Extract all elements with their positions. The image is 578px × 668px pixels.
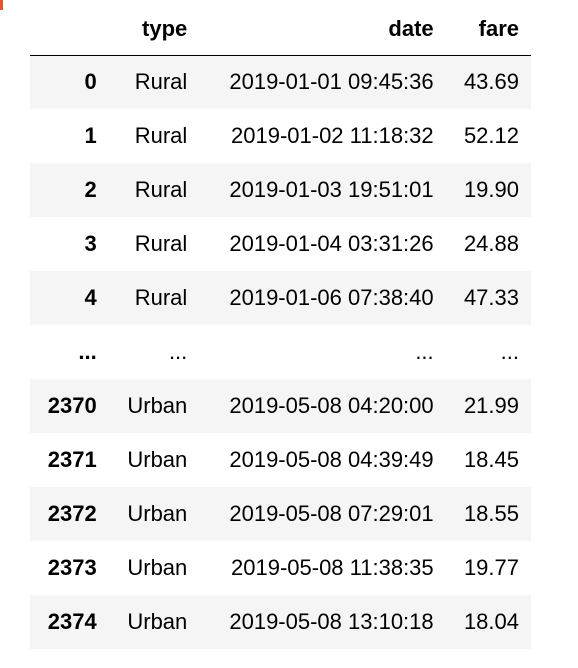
cell-date: 2019-05-08 07:29:01: [229, 501, 434, 526]
cell-type: Rural: [134, 231, 188, 256]
cell-date: 2019-01-02 11:18:32: [231, 123, 434, 148]
cell-fare: 18.55: [463, 501, 519, 526]
table-body: 0 Rural 2019-01-01 09:45:36 43.69 1 Rura…: [30, 55, 531, 649]
cell-fare: 21.99: [463, 393, 519, 418]
row-index: ...: [78, 339, 97, 364]
row-index: 2372: [47, 501, 97, 526]
header-index: [30, 4, 109, 56]
cell-type: Urban: [127, 609, 188, 634]
row-index: 2370: [47, 393, 97, 418]
cell-fare: 43.69: [463, 69, 519, 95]
cell-date: 2019-05-08 04:39:49: [229, 447, 434, 472]
cell-type: Rural: [134, 285, 188, 310]
table-row: 0 Rural 2019-01-01 09:45:36 43.69: [30, 55, 531, 109]
table-row: 2 Rural 2019-01-03 19:51:01 19.90: [30, 163, 531, 217]
cell-date: 2019-01-01 09:45:36: [229, 69, 434, 95]
table-row: 1 Rural 2019-01-02 11:18:32 52.12: [30, 109, 531, 163]
cell-date: ...: [415, 339, 434, 364]
cell-fare: ...: [500, 339, 519, 364]
cell-type: ...: [168, 339, 188, 364]
cell-type: Urban: [127, 555, 188, 580]
ellipsis-row: ... ... ... ...: [30, 325, 531, 379]
row-index: 2373: [47, 555, 97, 580]
header-type: type: [108, 4, 200, 56]
row-index: 2371: [47, 447, 97, 472]
table-row: 3 Rural 2019-01-04 03:31:26 24.88: [30, 217, 531, 271]
header-fare: fare: [445, 4, 531, 56]
cell-fare: 18.45: [463, 447, 519, 472]
header-date: date: [199, 4, 446, 56]
cell-fare: 18.04: [463, 609, 519, 634]
header-row: type date fare: [30, 4, 531, 56]
table-row: 2370 Urban 2019-05-08 04:20:00 21.99: [30, 379, 531, 433]
row-index: 2374: [47, 609, 97, 634]
table-header: type date fare: [30, 4, 531, 56]
row-index: 2: [84, 177, 97, 202]
cell-fare: 19.90: [463, 177, 519, 202]
cell-indicator-mark: [0, 0, 3, 10]
cell-date: 2019-01-03 19:51:01: [229, 177, 434, 202]
dataframe-table: type date fare 0 Rural 2019-01-01 09:45:…: [30, 4, 531, 649]
row-index: 1: [84, 123, 97, 148]
table-row: 2371 Urban 2019-05-08 04:39:49 18.45: [30, 433, 531, 487]
cell-type: Rural: [134, 69, 188, 95]
cell-fare: 47.33: [463, 285, 519, 310]
cell-type: Rural: [134, 177, 188, 202]
cell-type: Urban: [127, 501, 188, 526]
cell-fare: 19.77: [463, 555, 519, 580]
cell-date: 2019-05-08 13:10:18: [229, 609, 434, 634]
table-row: 2373 Urban 2019-05-08 11:38:35 19.77: [30, 541, 531, 595]
cell-type: Rural: [134, 123, 188, 148]
cell-type: Urban: [127, 393, 188, 418]
table-row: 2374 Urban 2019-05-08 13:10:18 18.04: [30, 595, 531, 649]
cell-date: 2019-01-06 07:38:40: [229, 285, 434, 310]
cell-date: 2019-05-08 11:38:35: [231, 555, 434, 580]
cell-date: 2019-01-04 03:31:26: [229, 231, 434, 256]
cell-type: Urban: [127, 447, 188, 472]
cell-fare: 52.12: [463, 123, 519, 148]
table-row: 4 Rural 2019-01-06 07:38:40 47.33: [30, 271, 531, 325]
row-index: 3: [84, 231, 97, 256]
cell-date: 2019-05-08 04:20:00: [229, 393, 434, 418]
row-index: 0: [84, 69, 97, 95]
table-row: 2372 Urban 2019-05-08 07:29:01 18.55: [30, 487, 531, 541]
cell-fare: 24.88: [463, 231, 519, 256]
row-index: 4: [84, 285, 97, 310]
